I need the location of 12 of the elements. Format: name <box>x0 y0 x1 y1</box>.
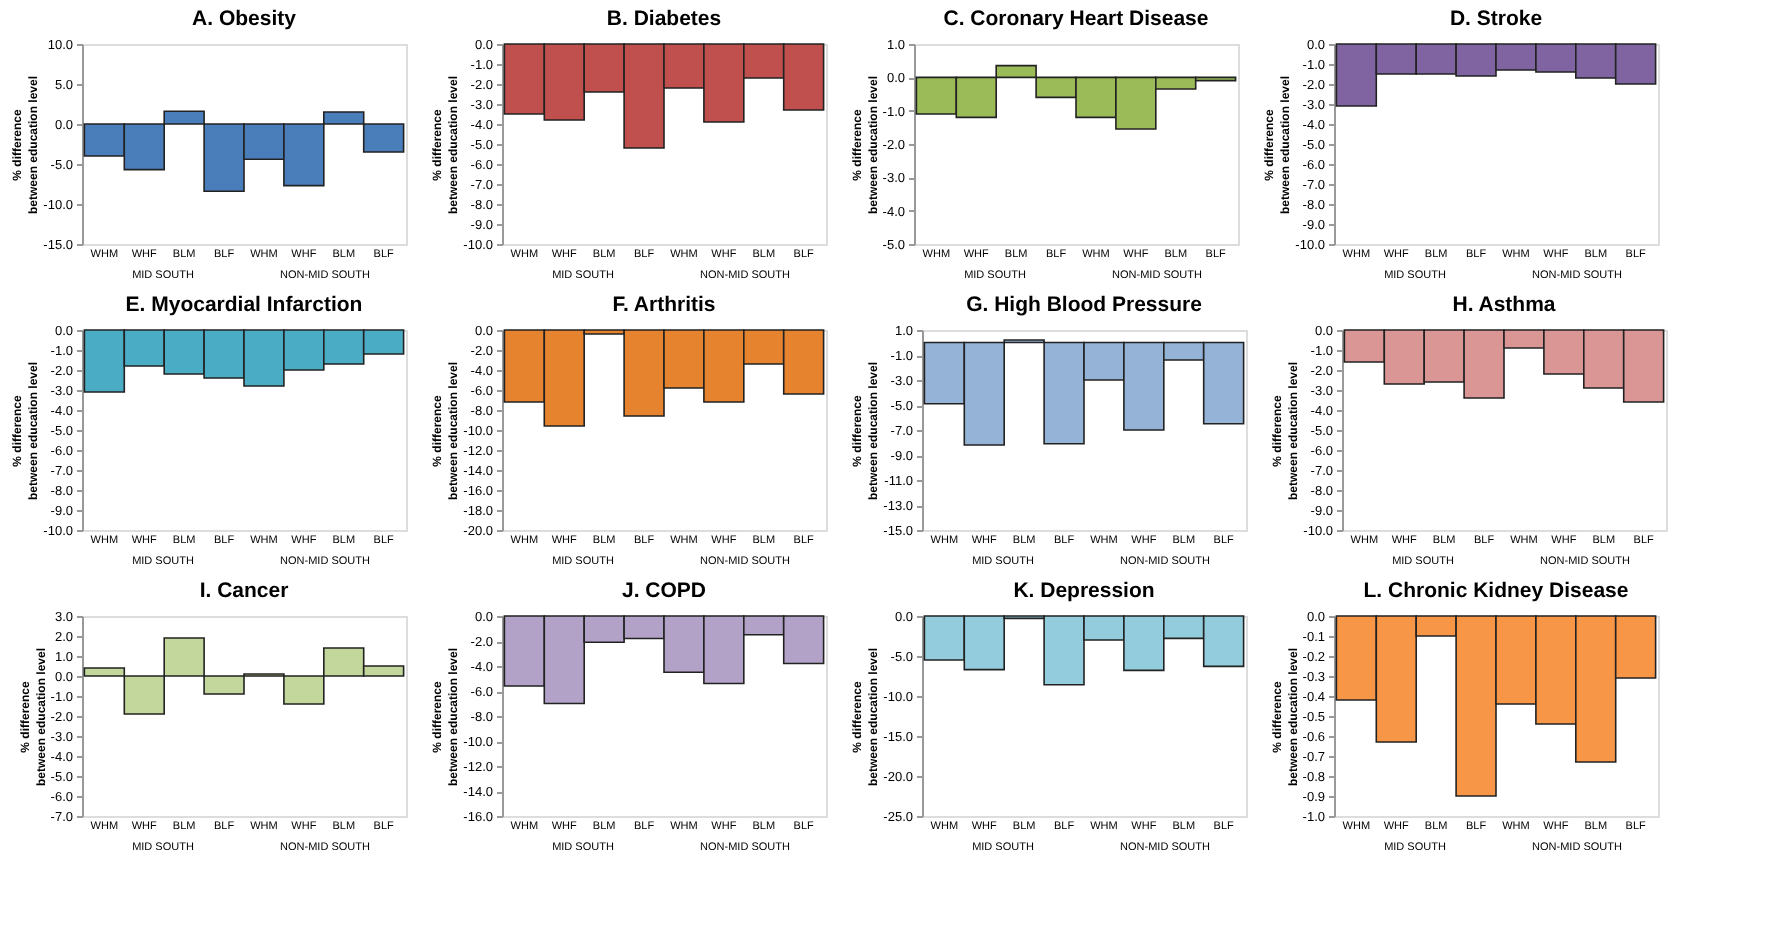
chart-title: L. Chronic Kidney Disease <box>1363 579 1629 603</box>
chart-title: K. Depression <box>1013 579 1155 603</box>
chart-title: C. Coronary Heart Disease <box>943 7 1209 31</box>
chart-title: I. Cancer <box>199 579 289 603</box>
chart-title: J. COPD <box>621 579 707 603</box>
chart-title: H. Asthma <box>1452 293 1556 317</box>
chart-title: E. Myocardial Infarction <box>125 293 363 317</box>
chart-title: B. Diabetes <box>606 7 722 31</box>
chart-title: G. High Blood Pressure <box>966 293 1203 317</box>
chart-title: A. Obesity <box>192 7 297 31</box>
chart-title: D. Stroke <box>1449 7 1543 31</box>
chart-title: F. Arthritis <box>612 293 716 317</box>
